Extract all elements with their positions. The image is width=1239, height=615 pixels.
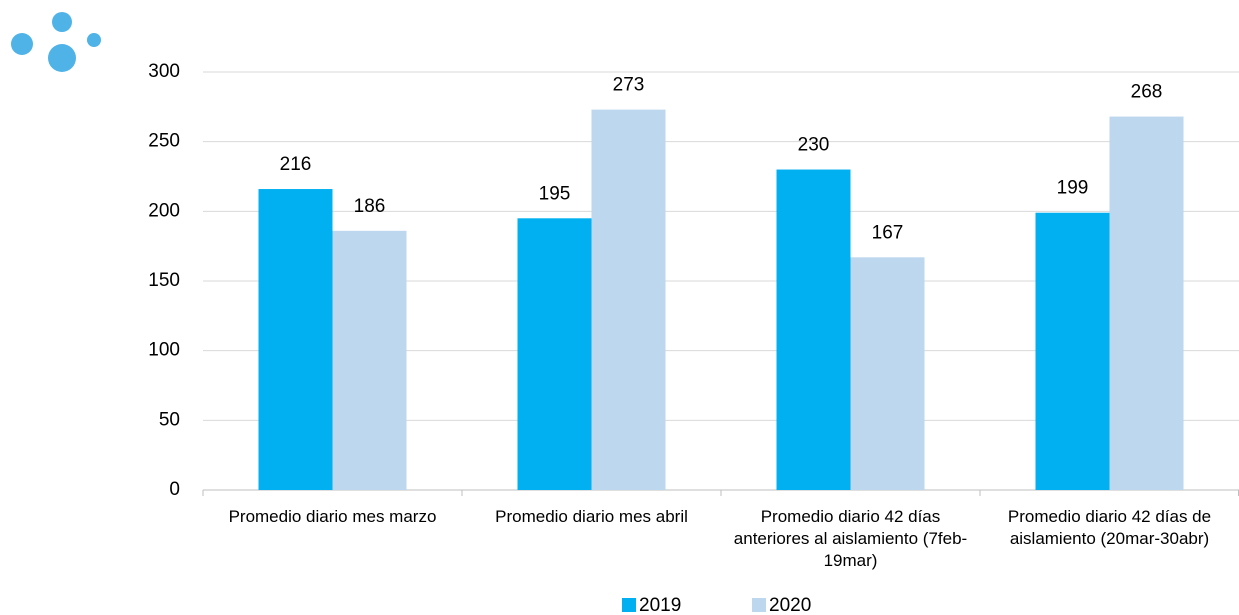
x-tick-label: Promedio diario 42 días de aislamiento (… [1007, 507, 1212, 548]
data-label: 195 [539, 183, 571, 204]
y-tick-label: 150 [148, 270, 180, 291]
data-label: 268 [1131, 82, 1163, 103]
y-tick-label: 250 [148, 131, 180, 152]
legend-label: 2020 [769, 595, 811, 615]
data-label: 216 [280, 154, 312, 175]
y-tick-label: 100 [148, 340, 180, 361]
bar [850, 257, 925, 490]
data-label: 273 [613, 75, 645, 96]
y-tick-label: 300 [148, 61, 180, 82]
logo [11, 12, 101, 72]
bar [517, 218, 592, 491]
y-tick-label: 0 [169, 479, 180, 500]
bar [332, 230, 407, 490]
x-tick-label: Promedio diario mes marzo [228, 507, 437, 526]
data-label: 186 [354, 196, 386, 217]
data-label: 230 [798, 135, 830, 156]
bar [591, 109, 666, 491]
data-label: 199 [1057, 178, 1089, 199]
data-label: 167 [872, 222, 904, 243]
y-tick-label: 50 [159, 409, 180, 430]
x-tick-label: Promedio diario 42 días anteriores al ai… [733, 507, 968, 570]
bar [776, 169, 851, 491]
y-tick-label: 200 [148, 200, 180, 221]
legend-swatch [622, 598, 636, 612]
legend-label: 2019 [639, 595, 681, 615]
legend-swatch [752, 598, 766, 612]
x-tick-label: Promedio diario mes abril [495, 507, 688, 526]
bar [258, 189, 333, 491]
bar [1035, 212, 1110, 490]
bar [1109, 116, 1184, 490]
